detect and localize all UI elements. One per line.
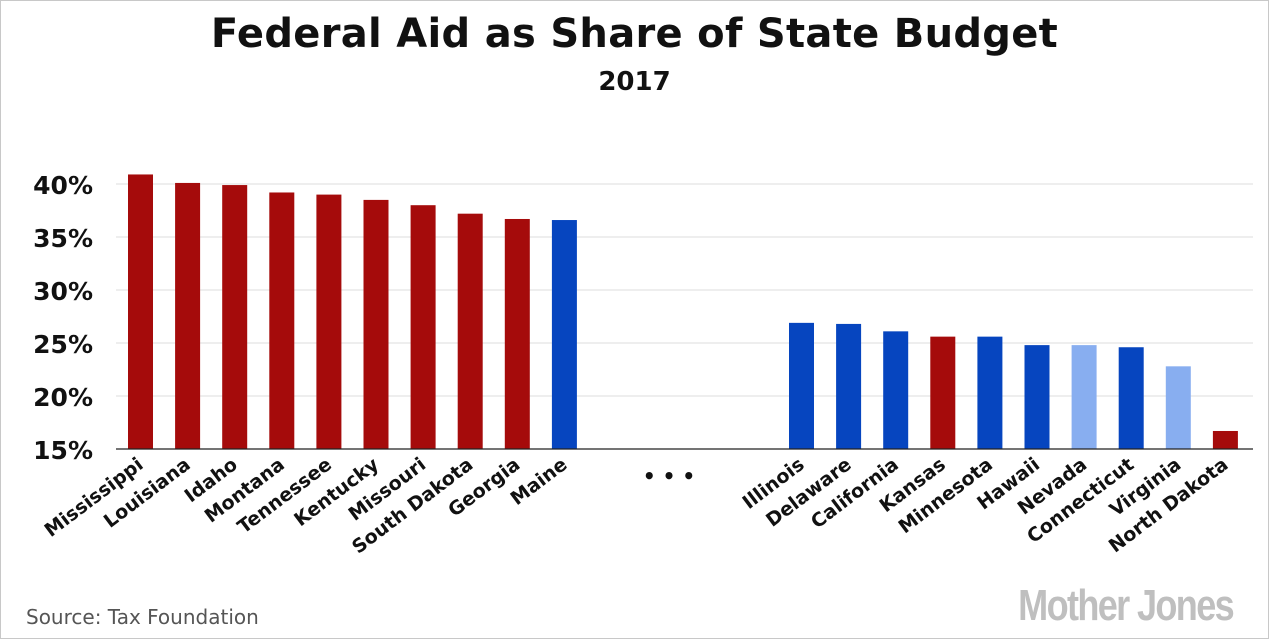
bar-virginia <box>1166 366 1191 449</box>
bar-california <box>883 331 908 449</box>
bar-tennessee <box>316 195 341 449</box>
bar-hawaii <box>1025 345 1050 449</box>
bar-delaware <box>836 324 861 449</box>
y-axis-ticks: 15% 20% 25% 30% 35% 40% <box>33 171 93 465</box>
bar-connecticut <box>1119 347 1144 449</box>
bar-nevada <box>1072 345 1097 449</box>
axis-gap-ellipsis: • • • <box>643 464 695 488</box>
bar-chart: 15% 20% 25% 30% 35% 40% MississippiLouisianaI… <box>1 1 1268 601</box>
bar-maine <box>552 220 577 449</box>
bars <box>128 174 1238 449</box>
bar-missouri <box>411 205 436 449</box>
chart-frame: Federal Aid as Share of State Budget 201… <box>0 0 1269 639</box>
bar-minnesota <box>977 337 1002 449</box>
y-tick-label: 20% <box>33 383 93 412</box>
bar-south-dakota <box>458 214 483 449</box>
x-axis-labels: MississippiLouisianaIdahoMontanaTennesse… <box>41 453 1233 558</box>
bar-illinois <box>789 323 814 449</box>
bar-mississippi <box>128 174 153 449</box>
bar-idaho <box>222 185 247 449</box>
y-tick-label: 15% <box>33 436 93 465</box>
bar-kansas <box>930 337 955 449</box>
bar-kentucky <box>364 200 389 449</box>
mother-jones-logo: Mother Jones <box>1018 581 1233 631</box>
y-tick-label: 25% <box>33 330 93 359</box>
bar-montana <box>269 192 294 449</box>
bar-georgia <box>505 219 530 449</box>
source-note: Source: Tax Foundation <box>26 605 259 629</box>
y-tick-label: 40% <box>33 171 93 200</box>
bar-louisiana <box>175 183 200 449</box>
bar-north-dakota <box>1213 431 1238 449</box>
y-tick-label: 30% <box>33 277 93 306</box>
y-tick-label: 35% <box>33 224 93 253</box>
